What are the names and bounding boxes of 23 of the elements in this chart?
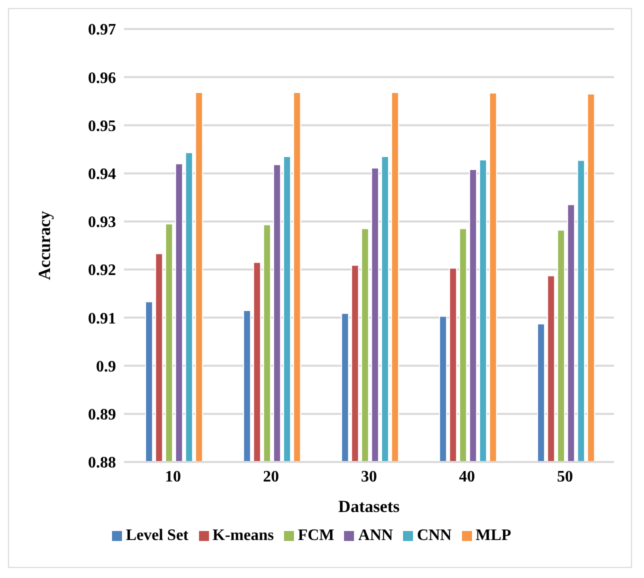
y-axis-title: Accuracy	[35, 210, 54, 280]
x-tick-label: 20	[263, 468, 279, 486]
y-tick-label: 0.9	[96, 358, 116, 376]
x-tick-label: 40	[459, 468, 475, 486]
legend-label: MLP	[476, 527, 512, 544]
y-tick-label: 0.89	[88, 406, 116, 424]
x-axis-title: Datasets	[338, 497, 400, 516]
y-tick-label: 0.92	[88, 262, 116, 280]
legend-label: CNN	[416, 527, 452, 544]
legend-label: ANN	[358, 527, 393, 544]
x-tick-label: 50	[557, 468, 573, 486]
legend-label: Level Set	[126, 527, 188, 544]
y-tick-label: 0.95	[88, 118, 116, 135]
x-tick-label: 10	[165, 468, 181, 486]
x-tick-label: 30	[361, 468, 377, 486]
legend-label: FCM	[298, 527, 334, 544]
y-tick-label: 0.94	[88, 166, 116, 184]
legend-label: K-means	[212, 527, 274, 544]
y-tick-label: 0.97	[88, 22, 116, 39]
y-tick-label: 0.88	[88, 454, 116, 472]
y-tick-label: 0.91	[88, 310, 116, 328]
y-tick-label: 0.93	[88, 214, 116, 232]
y-tick-label: 0.96	[88, 70, 116, 87]
